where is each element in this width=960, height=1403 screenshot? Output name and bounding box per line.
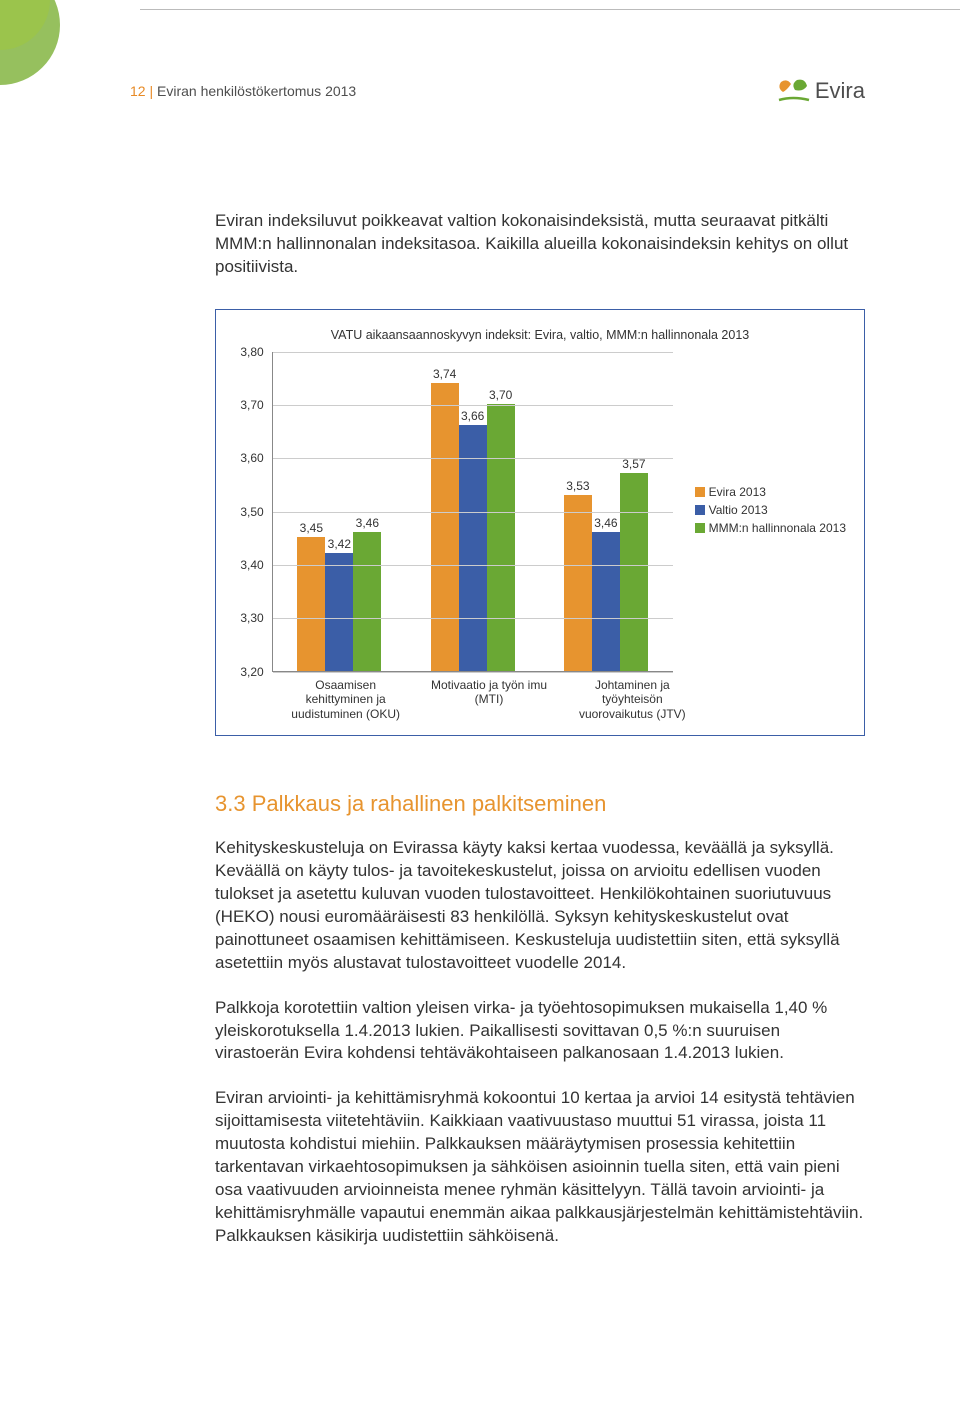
grid-line <box>273 618 673 619</box>
bar-value-label: 3,46 <box>356 516 379 530</box>
grid-line <box>273 565 673 566</box>
bar-mmm: 3,57 <box>620 473 648 670</box>
chart-legend: Evira 2013 Valtio 2013 MMM:n hallinnonala … <box>695 485 846 539</box>
legend-swatch <box>695 523 705 533</box>
x-axis-label: Osaamisen kehittyminen ja uudistuminen (… <box>281 678 411 721</box>
grid-line <box>273 672 673 673</box>
y-tick-label: 3,80 <box>240 345 263 359</box>
bar-valtio: 3,42 <box>325 553 353 670</box>
page-sep: | <box>146 83 157 99</box>
y-tick-label: 3,70 <box>240 398 263 412</box>
bar-valtio: 3,46 <box>592 532 620 671</box>
bar-value-label: 3,70 <box>489 388 512 402</box>
top-edge <box>140 0 960 10</box>
page-content: Eviran indeksiluvut poikkeavat valtion k… <box>215 210 865 1270</box>
evira-logo: Evira <box>777 78 865 104</box>
bar-value-label: 3,53 <box>566 479 589 493</box>
x-axis-labels: Osaamisen kehittyminen ja uudistuminen (… <box>274 678 704 721</box>
y-tick-label: 3,60 <box>240 451 263 465</box>
bar-value-label: 3,74 <box>433 367 456 381</box>
y-tick-label: 3,50 <box>240 505 263 519</box>
page-number: 12 <box>130 83 146 99</box>
grid-line <box>273 512 673 513</box>
vatu-chart: VATU aikaansaannoskyvyn indeksit: Evira,… <box>215 309 865 736</box>
legend-swatch <box>695 505 705 515</box>
legend-item: Valtio 2013 <box>695 503 846 517</box>
legend-swatch <box>695 487 705 497</box>
y-tick-label: 3,20 <box>240 665 263 679</box>
bar-value-label: 3,42 <box>328 537 351 551</box>
body-paragraph: Kehityskeskusteluja on Evirassa käyty ka… <box>215 837 865 975</box>
bar-group: 3,453,423,46 <box>294 532 384 671</box>
chart-title: VATU aikaansaannoskyvyn indeksit: Evira,… <box>234 328 846 342</box>
legend-item: Evira 2013 <box>695 485 846 499</box>
chart-area: 3,203,303,403,503,603,703,80 3,453,423,4… <box>234 352 846 672</box>
legend-label: Valtio 2013 <box>709 503 768 517</box>
logo-text: Evira <box>815 78 865 104</box>
bar-value-label: 3,66 <box>461 409 484 423</box>
header-text: 12 | Eviran henkilöstökertomus 2013 <box>130 83 356 99</box>
corner-decoration <box>0 0 140 140</box>
bar-value-label: 3,45 <box>300 521 323 535</box>
bar-evira: 3,74 <box>431 383 459 671</box>
legend-label: MMM:n hallinnonala 2013 <box>709 521 846 535</box>
bar-evira: 3,53 <box>564 495 592 671</box>
plot-area: 3,453,423,463,743,663,703,533,463,57 <box>272 352 673 672</box>
grid-line <box>273 458 673 459</box>
page-header: 12 | Eviran henkilöstökertomus 2013 Evir… <box>130 78 865 104</box>
x-axis-label: Motivaatio ja työn imu (MTI) <box>424 678 554 721</box>
y-tick-label: 3,30 <box>240 611 263 625</box>
body-paragraph: Eviran arviointi- ja kehittämisryhmä kok… <box>215 1087 865 1248</box>
intro-paragraph: Eviran indeksiluvut poikkeavat valtion k… <box>215 210 865 279</box>
grid-line <box>273 352 673 353</box>
bar-mmm: 3,70 <box>487 404 515 671</box>
grid-line <box>273 405 673 406</box>
bar-value-label: 3,57 <box>622 457 645 471</box>
x-axis-label: Johtaminen ja työyhteisön vuorovaikutus … <box>567 678 697 721</box>
bar-value-label: 3,46 <box>594 516 617 530</box>
legend-label: Evira 2013 <box>709 485 766 499</box>
bar-valtio: 3,66 <box>459 425 487 670</box>
section-heading: 3.3 Palkkaus ja rahallinen palkitseminen <box>215 791 865 817</box>
document-title: Eviran henkilöstökertomus 2013 <box>157 83 356 99</box>
bar-mmm: 3,46 <box>353 532 381 671</box>
body-paragraph: Palkkoja korotettiin valtion yleisen vir… <box>215 997 865 1066</box>
bar-group: 3,743,663,70 <box>428 383 518 671</box>
bar-evira: 3,45 <box>297 537 325 670</box>
logo-icon <box>777 78 811 104</box>
legend-item: MMM:n hallinnonala 2013 <box>695 521 846 535</box>
y-tick-label: 3,40 <box>240 558 263 572</box>
bar-group: 3,533,463,57 <box>561 473 651 670</box>
y-axis: 3,203,303,403,503,603,703,80 <box>234 352 266 672</box>
